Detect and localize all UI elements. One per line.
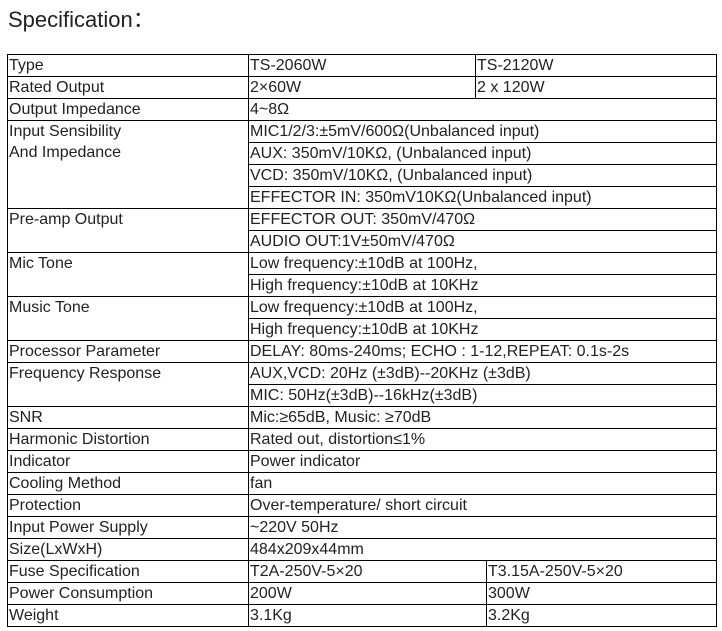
table-row: Input Power Supply ~220V 50Hz bbox=[7, 516, 717, 539]
spec-value: Rated out, distortion≤1% bbox=[248, 428, 717, 451]
spec-label: Cooling Method bbox=[7, 472, 249, 495]
spec-value: EFFECTOR IN: 350mV10KΩ(Unbalanced input) bbox=[248, 186, 717, 209]
spec-label: Weight bbox=[7, 604, 249, 627]
table-row: Weight 3.1Kg 3.2Kg bbox=[7, 604, 717, 627]
table-row: Processor Parameter DELAY: 80ms-240ms; EC… bbox=[7, 340, 717, 363]
spec-value-2060w: 3.1Kg bbox=[248, 604, 487, 627]
spec-value: MIC: 50Hz(±3dB)--16kHz(±3dB) bbox=[248, 384, 717, 407]
spec-value: VCD: 350mV/10KΩ, (Unbalanced input) bbox=[248, 164, 717, 187]
spec-value-2060w: 200W bbox=[248, 582, 487, 605]
spec-value-2060w: TS-2060W bbox=[248, 54, 476, 77]
spec-value: High frequency:±10dB at 10KHz bbox=[248, 318, 717, 341]
table-row: Protection Over-temperature/ short circui… bbox=[7, 494, 717, 517]
table-row: Power Consumption 200W 300W bbox=[7, 582, 717, 605]
spec-value-2120w: 300W bbox=[486, 582, 717, 605]
spec-value: High frequency:±10dB at 10KHz bbox=[248, 274, 717, 297]
spec-value: DELAY: 80ms-240ms; ECHO : 1-12,REPEAT: 0… bbox=[248, 340, 717, 363]
spec-label: Size(LxWxH) bbox=[7, 538, 249, 561]
table-row: Indicator Power indicator bbox=[7, 450, 717, 473]
spec-value: Power indicator bbox=[248, 450, 717, 473]
spec-value: Over-temperature/ short circuit bbox=[248, 494, 717, 517]
spec-value-2060w: T2A-250V-5×20 bbox=[248, 560, 487, 583]
spec-value-2120w: 2 x 120W bbox=[475, 76, 717, 99]
spec-label: Processor Parameter bbox=[7, 340, 249, 363]
spec-label: Output Impedance bbox=[7, 98, 249, 121]
spec-value: AUDIO OUT:1V±50mV/470Ω bbox=[248, 230, 717, 253]
spec-label: Fuse Specification bbox=[7, 560, 249, 583]
table-row: Harmonic Distortion Rated out, distortion… bbox=[7, 428, 717, 451]
spec-value-2120w: T3.15A-250V-5×20 bbox=[486, 560, 717, 583]
spec-label: Rated Output bbox=[7, 76, 249, 99]
table-row: Frequency Response AUX,VCD: 20Hz (±3dB)--… bbox=[7, 362, 717, 407]
table-row: Mic Tone Low frequency:±10dB at 100Hz, bbox=[7, 252, 717, 297]
spec-value: AUX: 350mV/10KΩ, (Unbalanced input) bbox=[248, 142, 717, 165]
spec-label: Harmonic Distortion bbox=[7, 428, 249, 451]
spec-value: AUX,VCD: 20Hz (±3dB)--20KHz (±3dB) bbox=[248, 362, 717, 385]
spec-label: Frequency Response bbox=[7, 362, 249, 407]
table-row: Type TS-2060W TS-2120W bbox=[7, 54, 717, 77]
specification-table: Type TS-2060W TS-2120W Rated Output 2×60W 2 x… bbox=[7, 54, 717, 627]
table-row: Pre-amp Output EFFECTOR OUT: 350mV/470Ω bbox=[7, 208, 717, 253]
spec-label: Music Tone bbox=[7, 296, 249, 341]
spec-value: Low frequency:±10dB at 100Hz, bbox=[248, 252, 717, 275]
spec-label: Power Consumption bbox=[7, 582, 249, 605]
spec-label: Protection bbox=[7, 494, 249, 517]
table-row: Rated Output 2×60W 2 x 120W bbox=[7, 76, 717, 99]
spec-label: Mic Tone bbox=[7, 252, 249, 297]
spec-value: MIC1/2/3:±5mV/600Ω(Unbalanced input) bbox=[248, 120, 717, 143]
table-row: Output Impedance 4~8Ω bbox=[7, 98, 717, 121]
spec-label: SNR bbox=[7, 406, 249, 429]
spec-value: ~220V 50Hz bbox=[248, 516, 717, 539]
spec-value: 4~8Ω bbox=[248, 98, 717, 121]
spec-value-2120w: 3.2Kg bbox=[486, 604, 717, 627]
spec-label: Input Power Supply bbox=[7, 516, 249, 539]
spec-value: EFFECTOR OUT: 350mV/470Ω bbox=[248, 208, 717, 231]
spec-label: Input Sensibility And Impedance bbox=[7, 120, 249, 209]
spec-value: 484x209x44mm bbox=[248, 538, 717, 561]
table-row: SNR Mic:≥65dB, Music: ≥70dB bbox=[7, 406, 717, 429]
table-row: Fuse Specification T2A-250V-5×20 T3.15A-25… bbox=[7, 560, 717, 583]
table-row: High frequency:±10dB at 10KHz bbox=[8, 274, 717, 297]
spec-value: Mic:≥65dB, Music: ≥70dB bbox=[248, 406, 717, 429]
spec-value-2060w: 2×60W bbox=[248, 76, 476, 99]
table-row: AUX: 350mV/10KΩ, (Unbalanced input) bbox=[8, 142, 717, 165]
spec-label: Type bbox=[7, 54, 249, 77]
spec-value: fan bbox=[248, 472, 717, 495]
spec-label: Pre-amp Output bbox=[7, 208, 249, 253]
spec-label: Indicator bbox=[7, 450, 249, 473]
spec-value: Low frequency:±10dB at 100Hz, bbox=[248, 296, 717, 319]
spec-value-2120w: TS-2120W bbox=[475, 54, 717, 77]
table-row: Cooling Method fan bbox=[7, 472, 717, 495]
page-title: Specification： bbox=[8, 7, 155, 32]
table-row: Input Sensibility And Impedance MIC1/2/3:… bbox=[7, 120, 717, 209]
table-row: Music Tone Low frequency:±10dB at 100Hz, bbox=[7, 296, 717, 341]
table-row: Size(LxWxH) 484x209x44mm bbox=[7, 538, 717, 561]
